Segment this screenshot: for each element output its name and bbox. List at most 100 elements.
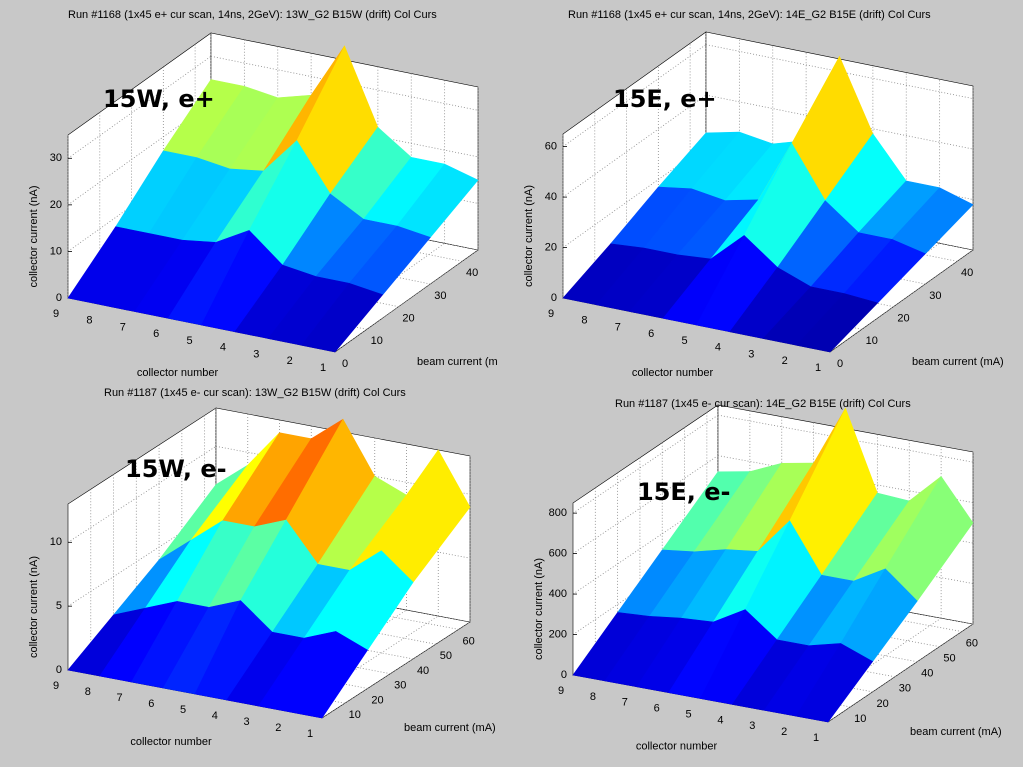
y-tick-label: 0 xyxy=(837,358,843,370)
surface-patch xyxy=(289,630,368,719)
y-axis-label: beam current (mA) xyxy=(417,356,509,368)
z-tick-label: 5 xyxy=(56,600,62,612)
grid-line xyxy=(572,455,719,554)
y-tick-label: 10 xyxy=(371,335,383,347)
x-tick-label: 3 xyxy=(243,716,249,728)
y-tick-label: 50 xyxy=(943,653,955,665)
chart-title: Run #1187 (1x45 e- cur scan): 14E_G2 B15… xyxy=(615,398,911,410)
x-tick-label: 6 xyxy=(648,328,654,340)
x-tick-label: 6 xyxy=(153,328,159,340)
z-axis-label: collector current (nA) xyxy=(28,185,40,287)
z-tick-label: 20 xyxy=(50,199,62,211)
x-tick-label: 1 xyxy=(813,732,819,744)
x-tick-label: 8 xyxy=(590,691,596,703)
grid-line xyxy=(705,94,974,150)
x-tick-label: 3 xyxy=(253,348,259,360)
z-tick-label: 0 xyxy=(56,292,62,304)
y-tick-label: 10 xyxy=(866,335,878,347)
grid-line xyxy=(829,249,974,353)
x-tick-label: 9 xyxy=(53,308,59,320)
x-tick-label: 4 xyxy=(715,342,721,354)
x-tick-label: 4 xyxy=(220,342,226,354)
grid-line xyxy=(562,94,707,198)
x-tick-label: 7 xyxy=(116,692,122,704)
chart-panel: 0 20 40 60 1 2 3 4 5 6 7 8 9 0 10 20 30 40 collector numbe… xyxy=(523,9,1004,379)
grid-line xyxy=(334,249,479,353)
z-tick-label: 30 xyxy=(50,152,62,164)
z-axis-label: collector current (nA) xyxy=(28,556,40,658)
x-axis-label: collector number xyxy=(130,736,212,748)
surface-patch xyxy=(795,643,874,723)
z-tick-label: 200 xyxy=(549,628,567,640)
x-tick-label: 9 xyxy=(53,680,59,692)
annotation: 15E, e+ xyxy=(613,85,717,113)
z-tick-label: 60 xyxy=(545,141,557,153)
y-tick-label: 40 xyxy=(466,267,478,279)
grid-line xyxy=(562,145,707,248)
x-axis-label: collector number xyxy=(636,740,718,752)
y-axis-label: beam current (mA) xyxy=(404,722,496,734)
z-tick-label: 400 xyxy=(549,588,567,600)
y-tick-label: 40 xyxy=(417,665,429,677)
x-tick-label: 4 xyxy=(212,710,218,722)
y-axis-label: beam current (mA) xyxy=(912,356,1004,368)
z-tick-label: 20 xyxy=(545,241,557,253)
x-tick-label: 3 xyxy=(749,720,755,732)
x-tick-label: 1 xyxy=(307,728,313,740)
grid-line xyxy=(827,623,974,723)
x-tick-label: 2 xyxy=(275,722,281,734)
z-tick-label: 10 xyxy=(50,536,62,548)
chart-panel: 0 200 400 600 800 1 2 3 4 5 6 7 8 9 10 20 30 40 50 60 collec… xyxy=(533,398,1002,753)
x-tick-label: 2 xyxy=(287,355,293,367)
chart-title: Run #1168 (1x45 e+ cur scan, 14ns, 2GeV)… xyxy=(568,9,931,21)
z-tick-label: 40 xyxy=(545,191,557,203)
z-tick-label: 0 xyxy=(561,669,567,681)
z-tick-label: 0 xyxy=(551,292,557,304)
x-tick-label: 9 xyxy=(558,685,564,697)
y-tick-label: 20 xyxy=(876,698,888,710)
y-tick-label: 60 xyxy=(966,637,978,649)
surface-patch xyxy=(301,282,384,353)
x-tick-label: 7 xyxy=(615,321,621,333)
x-tick-label: 7 xyxy=(120,321,126,333)
x-axis-label: collector number xyxy=(632,367,714,379)
y-tick-label: 40 xyxy=(921,668,933,680)
x-tick-label: 8 xyxy=(581,315,587,327)
x-tick-label: 8 xyxy=(86,315,92,327)
grid-line xyxy=(210,55,479,111)
grid-line xyxy=(290,615,439,713)
grid-line xyxy=(67,55,212,159)
y-tick-label: 60 xyxy=(462,635,474,647)
grid-line xyxy=(67,445,217,543)
z-tick-label: 600 xyxy=(549,547,567,559)
grid-line xyxy=(572,414,719,514)
y-tick-label: 30 xyxy=(929,290,941,302)
x-tick-label: 2 xyxy=(781,726,787,738)
surface-patch xyxy=(796,293,879,353)
z-tick-label: 0 xyxy=(56,664,62,676)
x-tick-label: 4 xyxy=(717,714,723,726)
x-tick-label: 2 xyxy=(782,355,788,367)
chart-title: Run #1187 (1x45 e- cur scan): 13W_G2 B15… xyxy=(104,387,406,399)
grid-line xyxy=(562,44,707,147)
y-tick-label: 0 xyxy=(342,358,348,370)
z-tick-label: 800 xyxy=(549,507,567,519)
x-axis-label: collector number xyxy=(137,367,219,379)
z-axis-label: collector current (nA) xyxy=(523,185,535,287)
x-tick-label: 5 xyxy=(180,704,186,716)
z-tick-label: 10 xyxy=(50,245,62,257)
x-tick-label: 1 xyxy=(815,362,821,374)
annotation: 15W, e+ xyxy=(103,85,215,113)
x-tick-label: 3 xyxy=(748,348,754,360)
y-tick-label: 50 xyxy=(440,650,452,662)
y-tick-label: 10 xyxy=(854,713,866,725)
y-axis-label: beam current (mA) xyxy=(910,726,1002,738)
z-axis-label: collector current (nA) xyxy=(533,558,545,660)
chart-title: Run #1168 (1x45 e+ cur scan, 14ns, 2GeV)… xyxy=(68,9,437,21)
y-tick-label: 30 xyxy=(394,680,406,692)
x-tick-label: 6 xyxy=(148,698,154,710)
grid-line xyxy=(572,495,719,595)
grid-line xyxy=(67,102,212,206)
x-tick-label: 5 xyxy=(681,335,687,347)
